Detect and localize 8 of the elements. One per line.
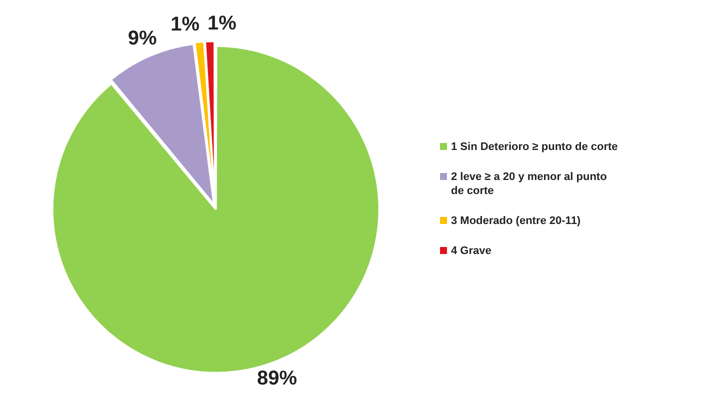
legend-label: 3 Moderado (entre 20-11) (451, 214, 581, 228)
legend-label: 4 Grave (451, 244, 492, 258)
data-label: 9% (128, 28, 157, 50)
data-label: 1% (170, 13, 200, 36)
legend-label: 2 leve ≥ a 20 y menor al punto de corte (451, 170, 608, 198)
data-label: 1% (208, 12, 237, 35)
legend-label: 1 Sin Deterioro ≥ punto de corte (451, 140, 618, 154)
data-label: 89% (256, 368, 298, 390)
